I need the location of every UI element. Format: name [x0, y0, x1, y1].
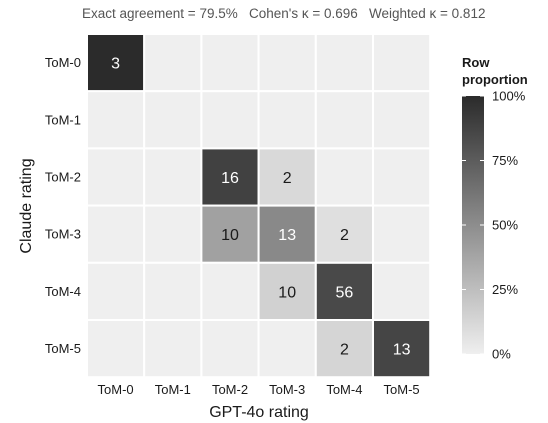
- legend-tick-label: 75%: [492, 153, 518, 168]
- heatmap-cell-ToM-3-ToM-1: [143, 204, 203, 264]
- y-axis-title: Claude rating: [18, 158, 35, 253]
- cell-count-label: 13: [278, 227, 296, 244]
- x-tick-label: ToM-3: [269, 382, 305, 397]
- heatmap-cell-ToM-0-ToM-0: [86, 33, 146, 93]
- x-tick-label: ToM-2: [212, 382, 248, 397]
- heatmap-cell-ToM-4-ToM-4: [314, 261, 374, 321]
- chart-subtitle: Exact agreement = 79.5% Cohen's κ = 0.69…: [82, 6, 485, 21]
- cell-count-label: 56: [336, 284, 354, 301]
- cell-count-label: 3: [111, 56, 120, 73]
- heatmap-cell-ToM-3-ToM-4: [314, 204, 374, 264]
- legend-tick-label: 50%: [492, 218, 518, 233]
- heatmap-cell-ToM-5-ToM-5: [372, 319, 432, 379]
- y-tick-label: ToM-3: [45, 227, 81, 242]
- heatmap-cell-ToM-0-ToM-1: [143, 33, 203, 93]
- y-tick-label: ToM-0: [45, 55, 81, 70]
- heatmap-cell-ToM-1-ToM-1: [143, 90, 203, 150]
- heatmap-cell-ToM-2-ToM-4: [314, 147, 374, 207]
- heatmap-cell-ToM-0-ToM-5: [372, 33, 432, 93]
- legend-colorbar: [462, 96, 484, 354]
- heatmap-cells: [86, 33, 432, 379]
- legend-tick-label: 100%: [492, 89, 526, 104]
- heatmap-cell-ToM-5-ToM-4: [314, 319, 374, 379]
- legend-tick-label: 0%: [492, 347, 511, 362]
- x-tick-label: ToM-5: [384, 382, 420, 397]
- cell-count-label: 10: [221, 227, 239, 244]
- y-tick-label: ToM-4: [45, 284, 81, 299]
- heatmap-cell-ToM-3-ToM-0: [86, 204, 146, 264]
- heatmap-cell-ToM-1-ToM-0: [86, 90, 146, 150]
- heatmap-cell-ToM-4-ToM-5: [372, 261, 432, 321]
- y-tick-label: ToM-1: [45, 112, 81, 127]
- cell-count-label: 10: [278, 284, 296, 301]
- heatmap-cell-ToM-4-ToM-1: [143, 261, 203, 321]
- cell-count-label: 2: [340, 227, 349, 244]
- legend-title-line-1: Row: [462, 55, 490, 70]
- heatmap-cell-labels: 3 16 2 10 13 2 10 56 2 13: [111, 56, 410, 359]
- heatmap-cell-ToM-5-ToM-2: [200, 319, 260, 379]
- heatmap-cell-ToM-1-ToM-5: [372, 90, 432, 150]
- heatmap-cell-ToM-3-ToM-5: [372, 204, 432, 264]
- y-tick-label: ToM-5: [45, 341, 81, 356]
- y-tick-labels: ToM-0 ToM-1 ToM-2 ToM-3 ToM-4 ToM-5: [45, 55, 81, 356]
- x-tick-labels: ToM-0 ToM-1 ToM-2 ToM-3 ToM-4 ToM-5: [98, 382, 420, 397]
- cell-count-label: 2: [340, 342, 349, 359]
- x-tick-label: ToM-0: [98, 382, 134, 397]
- color-legend: Row proportion 0% 25% 50% 75% 100%: [462, 55, 528, 362]
- heatmap-cell-ToM-0-ToM-2: [200, 33, 260, 93]
- cell-count-label: 13: [393, 342, 411, 359]
- heatmap-cell-ToM-5-ToM-3: [257, 319, 317, 379]
- x-tick-label: ToM-1: [155, 382, 191, 397]
- heatmap-cell-ToM-5-ToM-1: [143, 319, 203, 379]
- heatmap-cell-ToM-1-ToM-4: [314, 90, 374, 150]
- heatmap-cell-ToM-4-ToM-2: [200, 261, 260, 321]
- legend-tick-label: 25%: [492, 282, 518, 297]
- heatmap-cell-ToM-5-ToM-0: [86, 319, 146, 379]
- legend-title-line-2: proportion: [462, 72, 528, 87]
- y-tick-label: ToM-2: [45, 170, 81, 185]
- heatmap-cell-ToM-1-ToM-3: [257, 90, 317, 150]
- cell-count-label: 2: [283, 170, 292, 187]
- heatmap-cell-ToM-2-ToM-0: [86, 147, 146, 207]
- heatmap-cell-ToM-2-ToM-1: [143, 147, 203, 207]
- x-tick-label: ToM-4: [326, 382, 362, 397]
- heatmap-cell-ToM-1-ToM-2: [200, 90, 260, 150]
- x-axis-title: GPT-4o rating: [209, 404, 309, 421]
- heatmap-cell-ToM-0-ToM-3: [257, 33, 317, 93]
- heatmap-cell-ToM-2-ToM-5: [372, 147, 432, 207]
- heatmap-cell-ToM-0-ToM-4: [314, 33, 374, 93]
- heatmap-cell-ToM-4-ToM-0: [86, 261, 146, 321]
- legend-ticks: 0% 25% 50% 75% 100%: [462, 89, 526, 362]
- cell-count-label: 16: [221, 170, 239, 187]
